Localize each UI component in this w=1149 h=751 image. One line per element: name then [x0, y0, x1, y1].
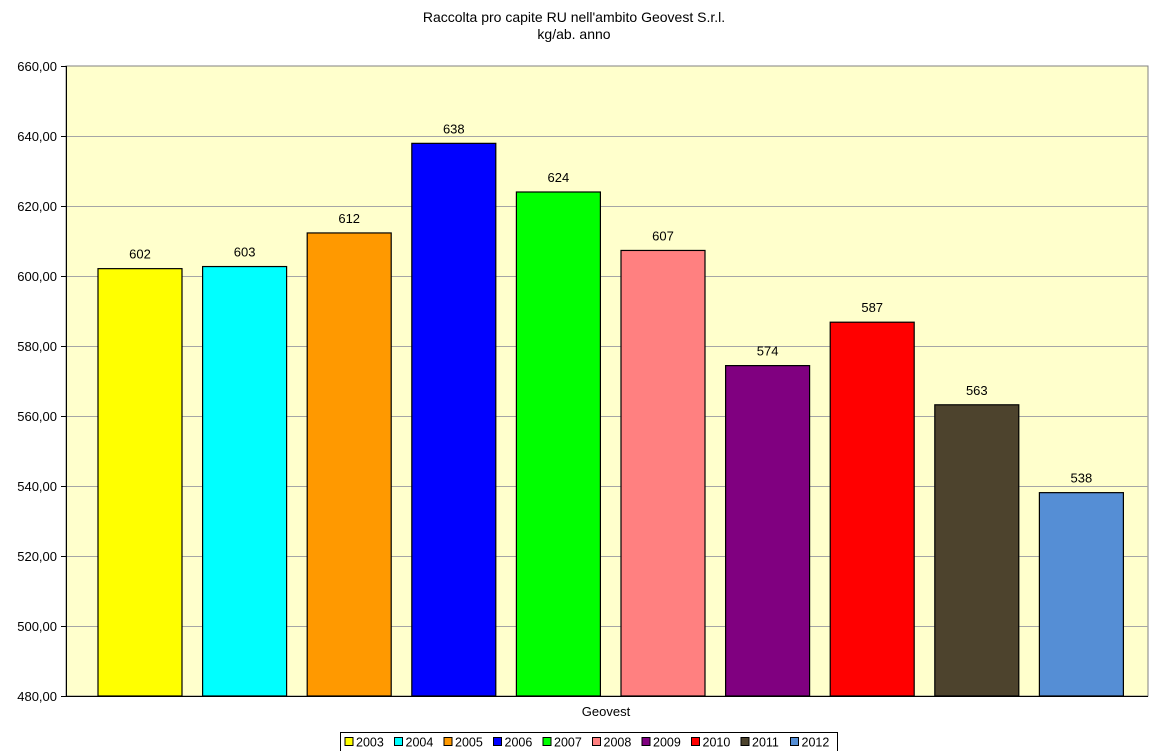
y-tick-label: 660,00 [17, 59, 57, 74]
legend-label-2009: 2009 [653, 736, 681, 750]
bar-2004 [202, 265, 288, 697]
bar-2011 [934, 404, 1020, 697]
data-label-2006: 638 [443, 121, 465, 136]
legend-swatch-2008 [592, 737, 601, 746]
data-label-2005: 612 [338, 211, 360, 226]
legend-label-2011: 2011 [752, 736, 779, 750]
y-tick-label: 480,00 [17, 689, 57, 704]
legend-swatch-2006 [493, 737, 502, 746]
data-labels: 602 603 612 638 624 607 574 587 563 538 [129, 121, 1092, 485]
y-tick-label: 520,00 [17, 549, 57, 564]
bar-2007 [515, 191, 602, 697]
data-label-2010: 587 [861, 300, 883, 315]
x-axis-category-label: Geovest [582, 704, 631, 719]
legend-label-2010: 2010 [703, 736, 731, 750]
data-label-2007: 624 [548, 170, 570, 185]
legend: 2003 2004 2005 2006 2007 2008 2009 2010 2011 2012 [340, 732, 838, 751]
chart-title: Raccolta pro capite RU nell'ambito Geove… [423, 9, 725, 25]
data-label-2009: 574 [757, 344, 779, 359]
legend-label-2008: 2008 [604, 736, 632, 750]
legend-swatch-2011 [740, 737, 750, 746]
bars [97, 142, 1125, 697]
chart-subtitle: kg/ab. anno [537, 26, 610, 42]
legend-swatch-2004 [394, 737, 403, 746]
legend-swatch-2005 [443, 737, 453, 746]
y-tick-label: 560,00 [17, 409, 57, 424]
legend-label-2003: 2003 [356, 736, 384, 750]
data-label-2012: 538 [1071, 471, 1093, 486]
y-tick-label: 540,00 [17, 479, 57, 494]
legend-label-2005: 2005 [455, 736, 483, 750]
data-label-2008: 607 [652, 228, 674, 243]
bar-2008 [620, 249, 706, 697]
bar-2003 [97, 268, 183, 697]
y-tick-label: 600,00 [17, 269, 57, 284]
bar-2012 [1038, 492, 1125, 697]
data-label-2011: 563 [966, 383, 988, 398]
bar-2006 [411, 142, 497, 697]
y-tick-label: 620,00 [17, 199, 57, 214]
y-tick-label: 640,00 [17, 129, 57, 144]
legend-swatch-2009 [641, 737, 651, 746]
data-label-2003: 602 [129, 247, 151, 262]
legend-swatch-2003 [344, 737, 354, 746]
legend-label-2007: 2007 [554, 736, 582, 750]
legend-swatch-2007 [542, 737, 552, 746]
bar-2010 [829, 321, 915, 697]
legend-label-2012: 2012 [802, 736, 830, 750]
y-tick-label: 500,00 [17, 619, 57, 634]
legend-label-2006: 2006 [505, 736, 533, 750]
legend-swatch-2012 [790, 737, 799, 746]
y-tick-label: 580,00 [17, 339, 57, 354]
bar-2009 [724, 365, 811, 697]
legend-box [340, 732, 838, 751]
legend-label-2004: 2004 [406, 736, 434, 750]
bar-2005 [306, 232, 392, 697]
legend-swatch-2010 [691, 737, 700, 746]
data-label-2004: 603 [234, 245, 256, 260]
